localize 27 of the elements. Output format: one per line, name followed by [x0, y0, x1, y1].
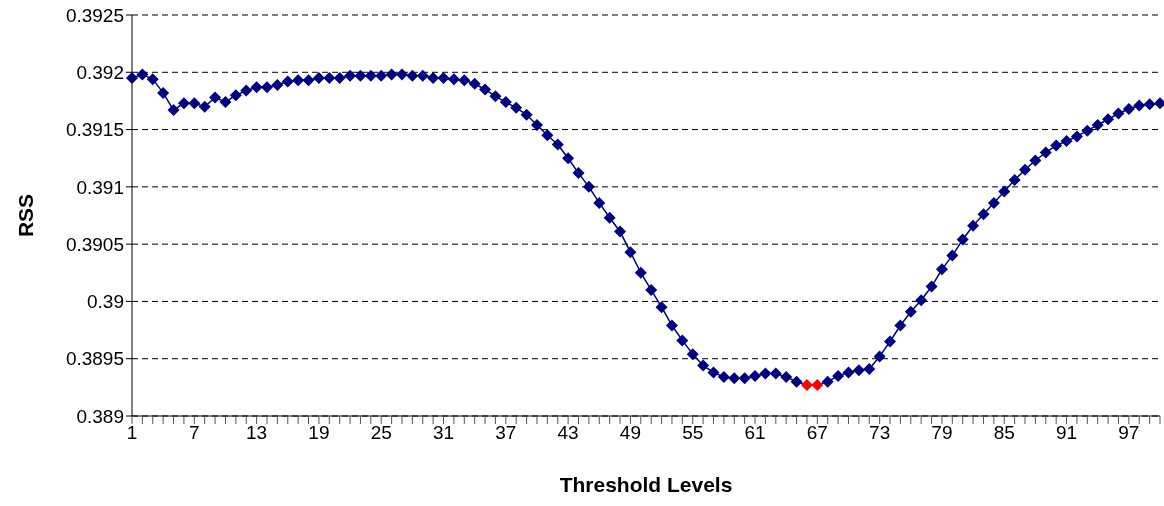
y-tick-label: 0.391: [76, 176, 124, 198]
y-tick-label: 0.3905: [65, 233, 124, 255]
x-tick-label: 13: [246, 422, 268, 444]
x-tick-label: 25: [370, 422, 392, 444]
x-tick-label: 85: [993, 422, 1015, 444]
x-tick-label: 97: [1118, 422, 1140, 444]
x-tick-label: 61: [744, 422, 766, 444]
y-tick-label: 0.39: [87, 291, 124, 313]
x-tick-label: 1: [126, 422, 138, 444]
x-tick-label: 43: [557, 422, 579, 444]
y-tick-label: 0.3915: [65, 119, 124, 141]
y-tick-label: 0.3925: [65, 4, 124, 26]
x-tick-label: 91: [1055, 422, 1078, 444]
x-tick-label: 67: [806, 422, 828, 444]
x-tick-label: 55: [682, 422, 704, 444]
y-tick-label: 0.389: [76, 405, 124, 427]
y-axis-title: RSS: [14, 193, 38, 238]
y-tick-label: 0.392: [76, 62, 124, 84]
x-tick-label: 79: [931, 422, 953, 444]
x-tick-label: 19: [308, 422, 330, 444]
x-tick-label: 7: [189, 422, 200, 444]
x-axis-title: Threshold Levels: [559, 473, 733, 496]
x-tick-label: 49: [619, 422, 641, 444]
x-tick-label: 31: [432, 422, 455, 444]
y-tick-label: 0.3895: [65, 348, 124, 370]
x-tick-label: 73: [869, 422, 891, 444]
x-tick-label: 37: [495, 422, 517, 444]
